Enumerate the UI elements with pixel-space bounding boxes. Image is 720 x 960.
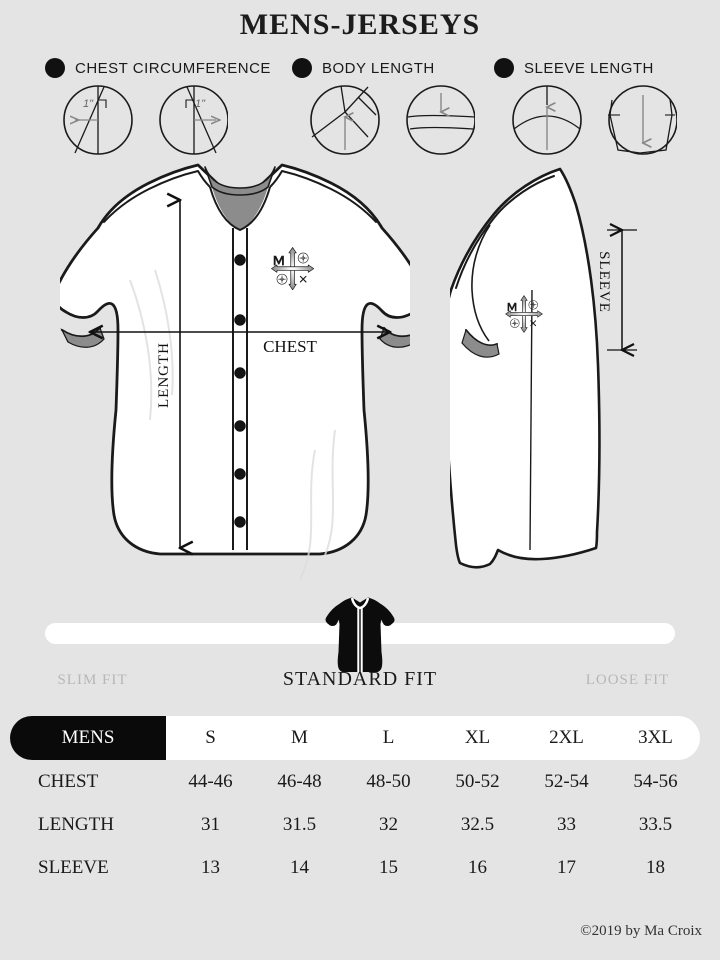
svg-text:1": 1" — [83, 98, 94, 110]
svg-text:CHEST: CHEST — [263, 337, 317, 356]
svg-text:LENGTH: LENGTH — [156, 342, 172, 408]
svg-text:1": 1" — [195, 98, 206, 110]
